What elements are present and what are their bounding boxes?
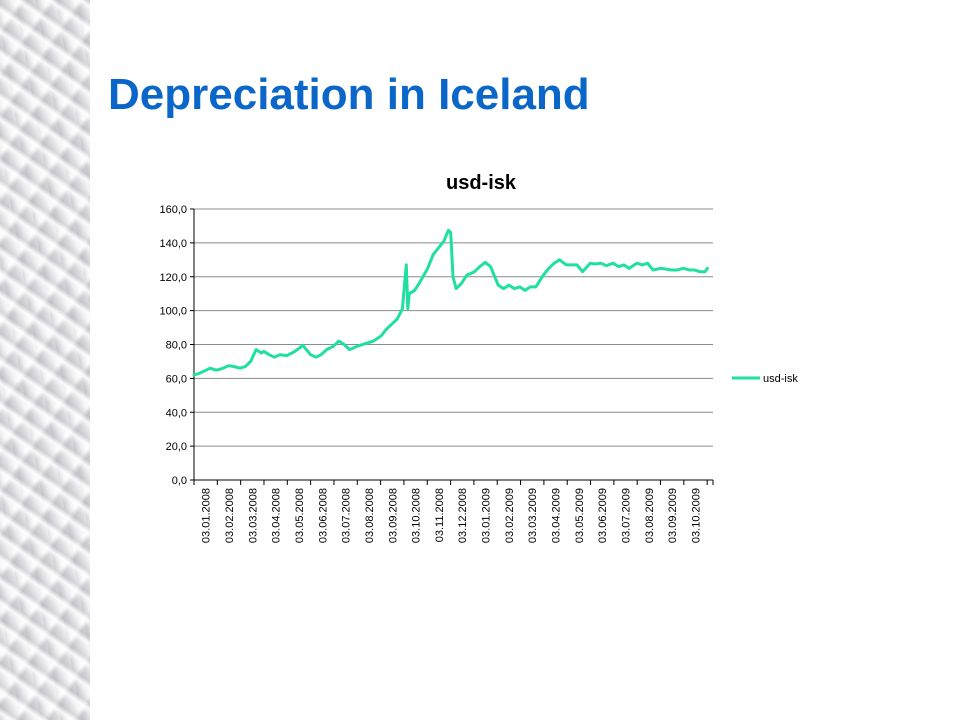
y-tick-label: 60,0 xyxy=(166,373,187,385)
x-tick-label: 03.03.2008 xyxy=(247,488,259,543)
x-tick-label: 03.09.2009 xyxy=(667,488,679,543)
legend-label-usd-isk: usd-isk xyxy=(763,373,798,385)
x-tick-label: 03.10.2009 xyxy=(691,488,703,543)
x-tick-label: 03.02.2009 xyxy=(504,488,516,543)
marble-sidebar-texture xyxy=(0,0,90,720)
x-tick-label: 03.11.2008 xyxy=(434,488,446,542)
y-tick-label: 0,0 xyxy=(172,475,187,487)
x-tick-label: 03.05.2008 xyxy=(294,488,306,543)
chart-title: usd-isk xyxy=(446,172,517,194)
y-tick-label: 140,0 xyxy=(159,238,187,250)
y-tick-label: 120,0 xyxy=(159,272,187,284)
x-tick-label: 03.03.2009 xyxy=(527,488,539,543)
y-tick-label: 160,0 xyxy=(159,204,187,216)
x-tick-label: 03.05.2009 xyxy=(574,488,586,543)
x-tick-label: 03.04.2008 xyxy=(271,488,283,543)
x-tick-label: 03.01.2008 xyxy=(201,488,213,543)
x-tick-label: 03.07.2009 xyxy=(621,488,633,543)
y-tick-label: 100,0 xyxy=(159,306,187,318)
x-tick-label: 03.08.2008 xyxy=(364,488,376,543)
y-tick-label: 80,0 xyxy=(166,340,187,352)
x-tick-label: 03.04.2009 xyxy=(551,488,563,543)
x-tick-label: 03.08.2009 xyxy=(644,488,656,543)
x-tick-label: 03.02.2008 xyxy=(224,488,236,543)
x-tick-label: 03.01.2009 xyxy=(481,488,493,543)
slide-title: Depreciation in Iceland xyxy=(108,70,590,119)
x-tick-label: 03.07.2008 xyxy=(341,488,353,543)
x-tick-label: 03.06.2008 xyxy=(317,488,329,543)
y-tick-label: 40,0 xyxy=(166,407,187,419)
series-line-usd-isk xyxy=(192,228,709,377)
x-tick-label: 03.06.2009 xyxy=(597,488,609,543)
x-tick-label: 03.09.2008 xyxy=(387,488,399,543)
x-tick-label: 03.10.2008 xyxy=(411,488,423,543)
y-tick-label: 20,0 xyxy=(166,441,187,453)
x-tick-label: 03.12.2008 xyxy=(457,488,469,543)
